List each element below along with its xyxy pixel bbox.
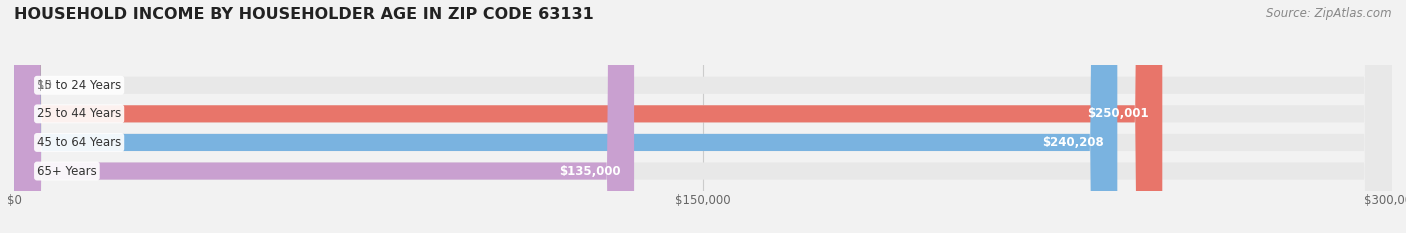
FancyBboxPatch shape <box>14 0 634 233</box>
Text: 65+ Years: 65+ Years <box>37 164 97 178</box>
Text: $0: $0 <box>37 79 52 92</box>
Text: $240,208: $240,208 <box>1042 136 1104 149</box>
FancyBboxPatch shape <box>14 0 1392 233</box>
Text: $250,001: $250,001 <box>1087 107 1149 120</box>
FancyBboxPatch shape <box>14 0 1392 233</box>
FancyBboxPatch shape <box>14 0 1118 233</box>
FancyBboxPatch shape <box>14 0 1392 233</box>
Text: 15 to 24 Years: 15 to 24 Years <box>37 79 121 92</box>
FancyBboxPatch shape <box>14 0 1163 233</box>
Text: 45 to 64 Years: 45 to 64 Years <box>37 136 121 149</box>
FancyBboxPatch shape <box>14 0 1392 233</box>
Text: 25 to 44 Years: 25 to 44 Years <box>37 107 121 120</box>
Text: Source: ZipAtlas.com: Source: ZipAtlas.com <box>1267 7 1392 20</box>
Text: HOUSEHOLD INCOME BY HOUSEHOLDER AGE IN ZIP CODE 63131: HOUSEHOLD INCOME BY HOUSEHOLDER AGE IN Z… <box>14 7 593 22</box>
Text: $135,000: $135,000 <box>558 164 620 178</box>
